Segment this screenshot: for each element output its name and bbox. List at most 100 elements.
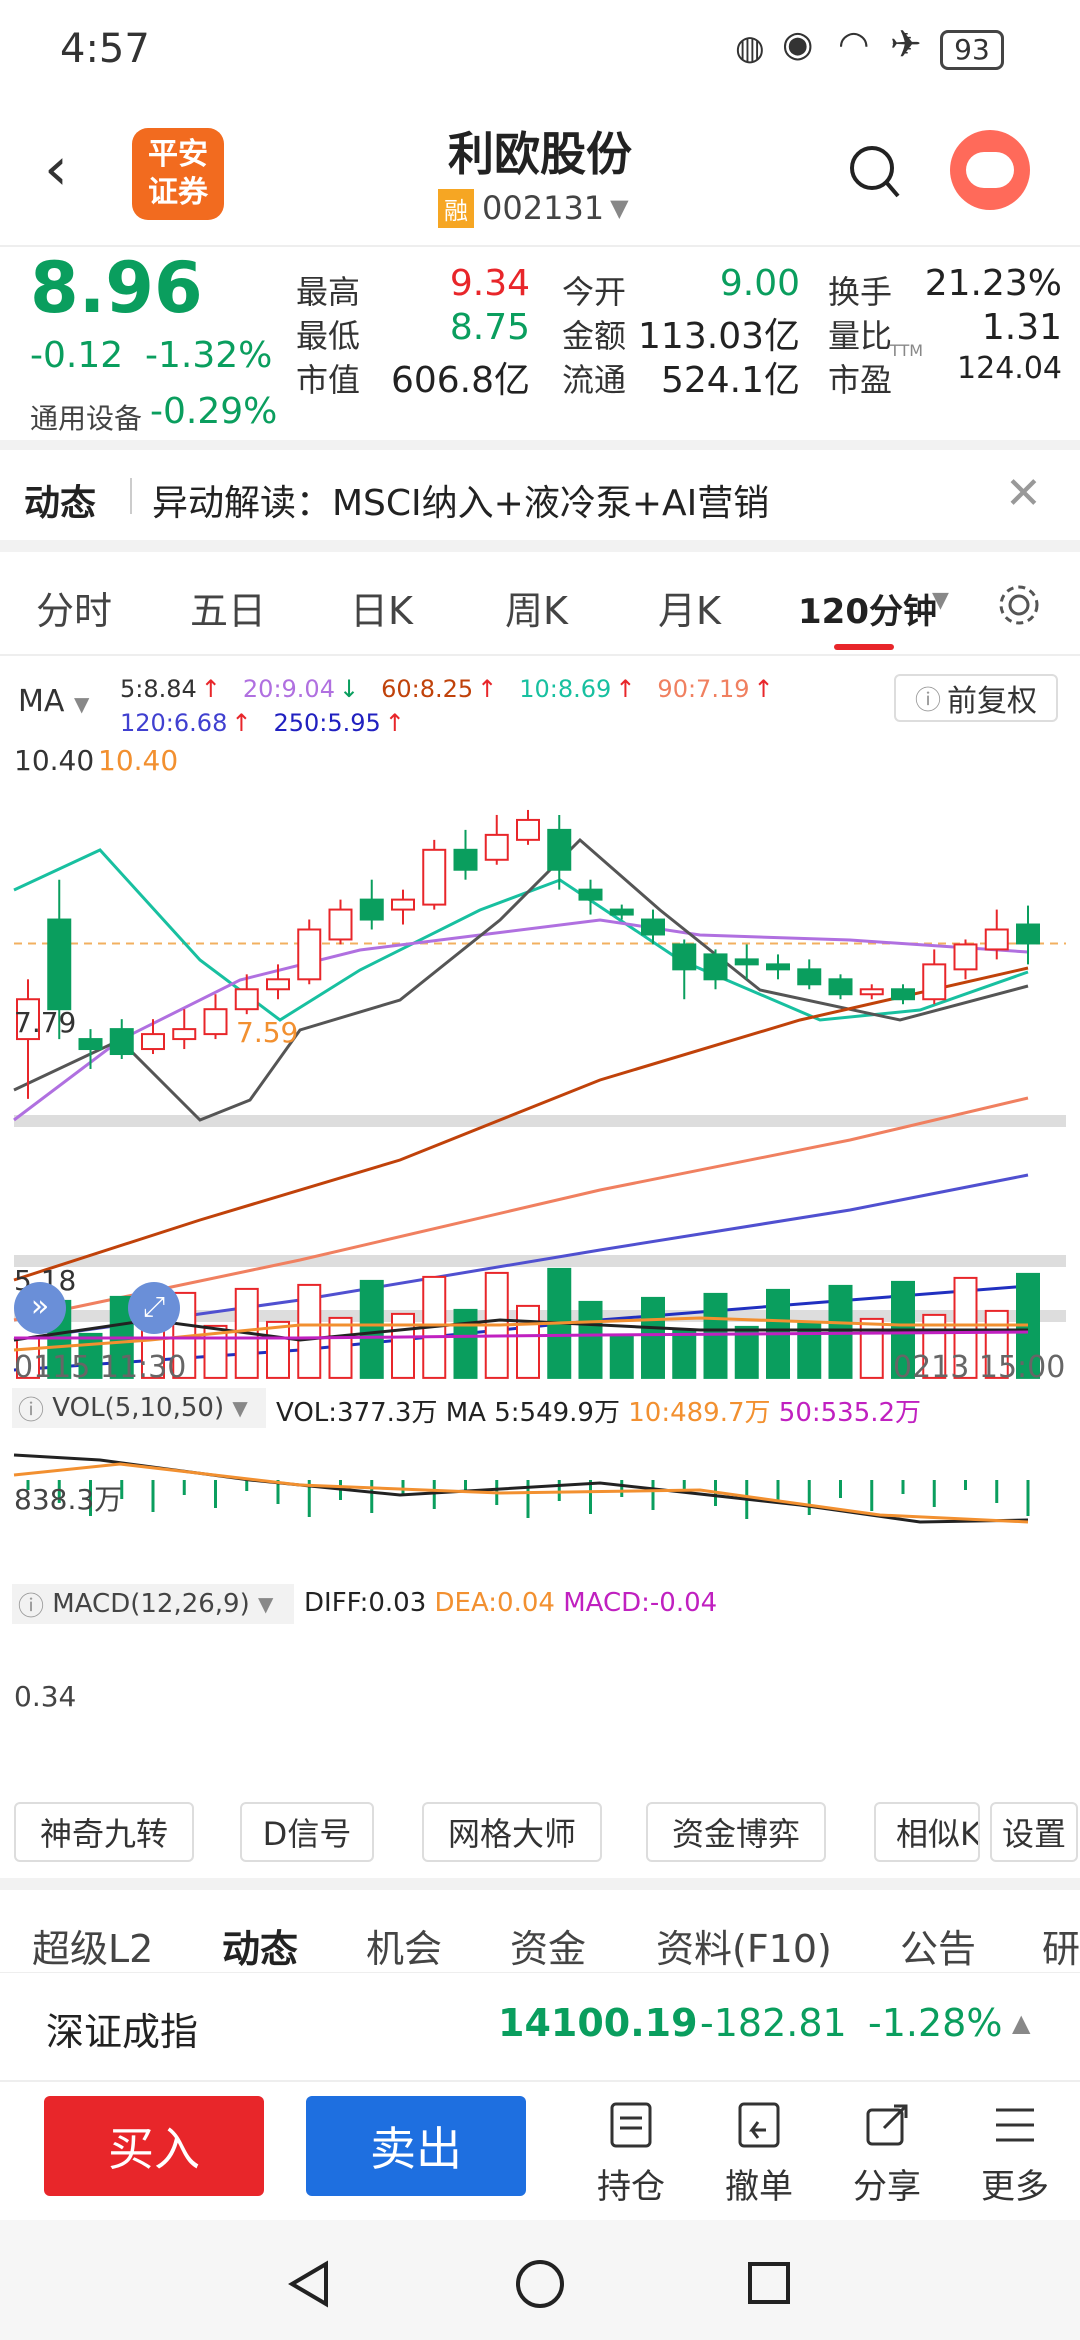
action-more[interactable]: 更多 bbox=[960, 2100, 1070, 2208]
tool-capital-game[interactable]: 资金博弈 bbox=[646, 1802, 826, 1862]
tab-opportunity[interactable]: 机会 bbox=[366, 1927, 443, 1970]
macd-legend: DIFF:0.03 DEA:0.04 MACD:-0.04 bbox=[304, 1588, 717, 1618]
tab-five-day[interactable]: 五日 bbox=[190, 589, 267, 633]
candle-body bbox=[734, 958, 759, 966]
tab-120min[interactable]: 120分钟 bbox=[798, 592, 937, 632]
ma-trend-arrow: ↑ bbox=[477, 675, 498, 703]
news-bar[interactable]: 动态 异动解读：MSCI纳入+液冷泵+AI营销 ✕ bbox=[0, 450, 1080, 540]
stock-code-row[interactable]: 融 002131 ▼ bbox=[438, 188, 629, 228]
separator bbox=[0, 1878, 1080, 1890]
macd-selector[interactable]: ⓘ MACD(12,26,9) ▼ bbox=[12, 1584, 294, 1624]
vol-legend: VOL:377.3万 MA 5:549.9万 10:489.7万 50:535.… bbox=[276, 1392, 921, 1429]
back-arrow-icon[interactable]: ‹ bbox=[44, 134, 68, 204]
ma20-line bbox=[13, 918, 1029, 1122]
tool-nine-turn[interactable]: 神奇九转 bbox=[14, 1802, 194, 1862]
nav-home-icon[interactable] bbox=[514, 2258, 566, 2310]
gear-icon[interactable] bbox=[996, 582, 1042, 628]
adjust-button[interactable]: ⓘ 前复权 bbox=[894, 674, 1058, 722]
buy-button[interactable]: 买入 bbox=[44, 2096, 264, 2196]
assistant-avatar[interactable] bbox=[950, 130, 1030, 210]
volume-bar bbox=[984, 1309, 1009, 1379]
ma5-line bbox=[13, 837, 1029, 1122]
logo-line-2: 证券 bbox=[148, 175, 208, 210]
ma-legend-text: 90:7.19 bbox=[657, 675, 750, 703]
status-bar: 4:57 ◍ ◉ ◠ ✈ 93 bbox=[0, 0, 1080, 100]
vol-ma50-line bbox=[14, 1330, 1029, 1340]
caret-up-icon[interactable]: ▲ bbox=[1012, 2009, 1031, 2037]
candle-body bbox=[391, 898, 415, 911]
tab-super-l2[interactable]: 超级L2 bbox=[32, 1927, 154, 1970]
quote-value: 113.03亿 bbox=[638, 316, 800, 357]
tab-research[interactable]: 研 bbox=[1042, 1927, 1080, 1970]
candle-body bbox=[109, 1028, 134, 1056]
ma10-line bbox=[13, 848, 1029, 1022]
volume-bar bbox=[641, 1296, 665, 1379]
axis-gap-band bbox=[14, 1115, 1066, 1127]
ma-legend: 5:8.84 ↑ 20:9.04 ↓ 60:8.25 ↑ 10:8.69 ↑ 90:7.19 ↑1… bbox=[120, 672, 900, 740]
news-text: 异动解读：MSCI纳入+液冷泵+AI营销 bbox=[152, 483, 770, 524]
period-tabs: 分时 五日 日K 周K 月K 120分钟 ▼ bbox=[0, 552, 1080, 656]
tab-announcement[interactable]: 公告 bbox=[900, 1927, 977, 1970]
quote-value: 1.31 bbox=[981, 307, 1062, 348]
tab-weekly-k[interactable]: 周K bbox=[505, 589, 568, 633]
candle-body bbox=[422, 848, 447, 906]
close-icon[interactable]: ✕ bbox=[1005, 468, 1042, 519]
ma-trend-arrow: ↑ bbox=[384, 709, 405, 737]
caret-down-icon[interactable]: ▼ bbox=[932, 588, 949, 613]
volume-bar bbox=[609, 1333, 634, 1379]
tab-f10[interactable]: 资料(F10) bbox=[656, 1927, 832, 1970]
action-share-label: 分享 bbox=[853, 2167, 921, 2207]
volume-bar bbox=[266, 1320, 290, 1379]
candle-body bbox=[203, 1008, 228, 1036]
tab-dynamic[interactable]: 动态 bbox=[222, 1927, 299, 1970]
ma-trend-arrow: ↑ bbox=[200, 675, 221, 703]
quote-label: 金额 bbox=[562, 317, 627, 355]
vol-selector[interactable]: ⓘ VOL(5,10,50) ▼ bbox=[12, 1388, 266, 1428]
vol-axis-label: 838.3万 bbox=[14, 1483, 123, 1516]
tab-capital[interactable]: 资金 bbox=[510, 1927, 587, 1970]
quote-value: 9.00 bbox=[719, 263, 800, 304]
ma-trend-arrow: ↓ bbox=[338, 675, 360, 703]
nav-recents-icon[interactable] bbox=[746, 2260, 792, 2306]
tool-settings[interactable]: 设置 bbox=[990, 1802, 1078, 1862]
ma-trend-arrow: ↑ bbox=[615, 675, 636, 703]
airplane-icon: ✈ bbox=[890, 22, 922, 66]
separator bbox=[0, 540, 1080, 552]
sector-name[interactable]: 通用设备 bbox=[30, 402, 143, 435]
candle-body bbox=[234, 988, 259, 1011]
x-start-label: 0115 11:30 bbox=[14, 1350, 187, 1385]
ma-legend-text: 250:5.95 bbox=[273, 709, 381, 737]
sell-button[interactable]: 卖出 bbox=[306, 2096, 526, 2196]
margin-badge: 融 bbox=[438, 188, 474, 228]
quote-value: 524.1亿 bbox=[660, 360, 800, 401]
expand-icon[interactable]: » bbox=[14, 1282, 66, 1334]
tab-monthly-k[interactable]: 月K bbox=[658, 589, 721, 633]
adjust-label: 前复权 bbox=[947, 684, 1037, 719]
search-icon[interactable] bbox=[848, 144, 902, 200]
fullscreen-icon[interactable]: ⤢ bbox=[128, 1282, 180, 1334]
nav-back-icon[interactable] bbox=[286, 2260, 332, 2308]
ma-selector[interactable]: MA ▼ bbox=[18, 684, 89, 719]
broker-logo[interactable]: 平安 证券 bbox=[132, 128, 224, 220]
action-cancel[interactable]: 撤单 bbox=[704, 2100, 814, 2208]
volume-bar bbox=[578, 1300, 603, 1379]
action-share[interactable]: 分享 bbox=[832, 2100, 942, 2208]
share-icon bbox=[866, 2104, 908, 2146]
high-marker-label: 10.40 bbox=[98, 744, 179, 777]
candle-body bbox=[609, 908, 634, 916]
tab-intraday[interactable]: 分时 bbox=[36, 589, 113, 633]
tool-similar-k[interactable]: 相似K bbox=[874, 1802, 980, 1862]
quote-label: 量比 bbox=[828, 317, 893, 355]
action-position[interactable]: 持仓 bbox=[576, 2100, 686, 2208]
ma-legend-text: 120:6.68 bbox=[120, 709, 228, 737]
tab-daily-k[interactable]: 日K bbox=[350, 589, 413, 633]
stock-name: 利欧股份 bbox=[448, 127, 632, 181]
index-ticker[interactable]: 深证成指 14100.19 -182.81 -1.28% ▲ bbox=[0, 1972, 1080, 2077]
candle-body bbox=[641, 918, 665, 936]
tool-d-signal[interactable]: D信号 bbox=[240, 1802, 374, 1862]
tool-grid-master[interactable]: 网格大师 bbox=[422, 1802, 602, 1862]
kline-chart-area[interactable]: MA ▼ 5:8.84 ↑ 20:9.04 ↓ 60:8.25 ↑ 10:8.69 ↑ 90:7… bbox=[0, 660, 1080, 1780]
eye-icon: ◉ bbox=[782, 24, 814, 65]
candle-body bbox=[797, 968, 822, 986]
macd-value: MACD:-0.04 bbox=[563, 1588, 718, 1618]
